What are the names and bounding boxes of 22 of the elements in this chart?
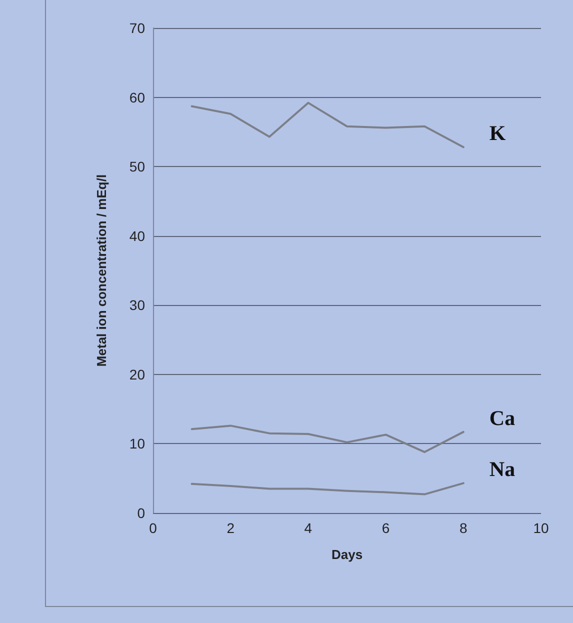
y-tick-label: 20 bbox=[129, 366, 146, 382]
x-tick-label: 2 bbox=[226, 520, 235, 536]
series-label: Ca bbox=[489, 406, 516, 430]
line-series bbox=[190, 424, 464, 454]
series-label: K bbox=[489, 121, 506, 146]
y-tick-label: 60 bbox=[129, 89, 146, 106]
y-tick-label: 50 bbox=[129, 158, 146, 175]
y-axis-title: Metal ion concentration / mEq/l bbox=[94, 174, 109, 367]
y-tick-label: 0 bbox=[137, 505, 146, 521]
line-series bbox=[190, 102, 464, 148]
y-tick-label: 30 bbox=[129, 297, 146, 314]
x-tick-label: 8 bbox=[460, 520, 468, 536]
line-series bbox=[190, 482, 464, 496]
y-tick-label: 70 bbox=[129, 20, 146, 36]
x-tick-label: 0 bbox=[149, 520, 158, 536]
x-axis-title: Days bbox=[331, 547, 363, 562]
y-tick-label: 40 bbox=[129, 228, 146, 244]
x-tick-label: 10 bbox=[533, 520, 549, 536]
series-label: Na bbox=[489, 457, 516, 482]
x-tick-label: 6 bbox=[382, 520, 390, 536]
x-tick-label: 4 bbox=[304, 520, 312, 536]
y-tick-label: 10 bbox=[129, 436, 146, 452]
